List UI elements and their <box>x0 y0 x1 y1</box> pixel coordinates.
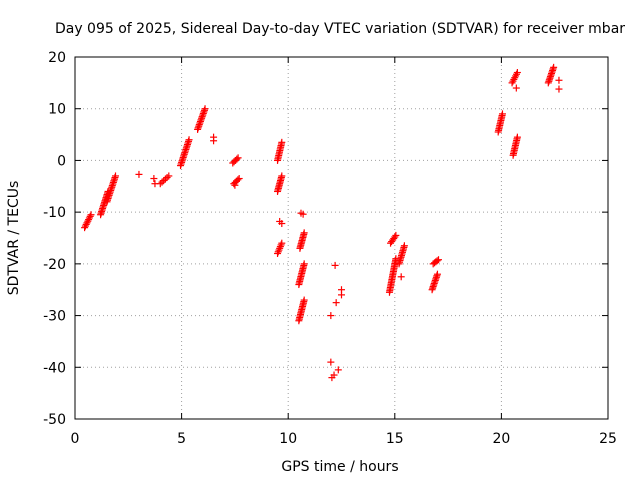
data-point <box>277 241 285 249</box>
data-point <box>235 175 243 183</box>
data-point <box>300 296 308 304</box>
data-point <box>392 231 400 239</box>
data-point <box>334 366 342 374</box>
data-point <box>82 220 90 228</box>
data-point <box>85 214 93 222</box>
x-tick-label: 20 <box>492 431 510 447</box>
y-tick-label: 0 <box>57 153 66 169</box>
data-point <box>433 270 441 278</box>
data-point <box>327 358 335 366</box>
data-point <box>233 155 241 163</box>
data-point <box>513 133 521 141</box>
data-point <box>274 248 282 256</box>
data-point <box>112 172 120 180</box>
data-point <box>135 170 143 178</box>
x-tick-label: 25 <box>599 431 617 447</box>
data-point <box>513 69 521 77</box>
data-point <box>83 219 91 227</box>
data-point <box>433 257 441 265</box>
y-tick-label: 20 <box>48 50 66 66</box>
data-point <box>278 138 286 146</box>
data-point <box>397 273 405 281</box>
data-point <box>327 312 335 320</box>
x-axis-label: GPS time / hours <box>281 459 398 475</box>
data-point <box>185 136 193 144</box>
data-point <box>151 180 159 188</box>
x-tick-label: 0 <box>71 431 80 447</box>
data-point <box>163 173 171 181</box>
data-point <box>498 110 506 118</box>
data-point <box>210 137 218 145</box>
y-tick-label: -20 <box>43 257 66 273</box>
data-point <box>160 177 168 185</box>
plot-frame <box>74 56 609 420</box>
data-point <box>512 84 520 92</box>
data-point <box>234 154 242 162</box>
data-point <box>278 220 286 228</box>
data-point <box>332 299 340 307</box>
y-tick-label: -10 <box>43 205 66 221</box>
data-point <box>85 216 93 224</box>
data-point <box>391 233 399 241</box>
data-point <box>435 256 443 264</box>
data-point <box>234 176 242 184</box>
data-point <box>338 291 345 299</box>
y-tick-label: 10 <box>48 102 66 118</box>
data-point <box>150 175 158 183</box>
data-point <box>81 224 89 232</box>
data-point <box>300 229 308 237</box>
data-point <box>275 246 283 254</box>
data-point <box>330 371 338 379</box>
data-point <box>276 243 284 251</box>
data-point <box>278 239 286 247</box>
data-point <box>550 63 558 71</box>
data-point <box>300 260 308 268</box>
data-point <box>81 222 89 230</box>
data-point <box>201 105 209 113</box>
data-point <box>161 175 169 183</box>
data-point <box>231 181 239 189</box>
grid <box>75 57 608 419</box>
y-axis-label: SDTVAR / TECUs <box>6 181 22 296</box>
data-point <box>158 178 166 186</box>
data-point <box>84 217 92 225</box>
data-point <box>87 211 95 219</box>
x-tick-label: 5 <box>177 431 186 447</box>
data-points <box>81 63 563 382</box>
y-tick-label: -50 <box>43 412 66 428</box>
y-tick-label: -40 <box>43 360 66 376</box>
data-point <box>555 76 563 84</box>
x-tick-label: 15 <box>386 431 404 447</box>
data-point <box>400 242 408 250</box>
data-point <box>555 85 563 93</box>
data-point <box>331 261 339 269</box>
data-point <box>86 212 94 220</box>
y-tick-label: -30 <box>43 309 66 325</box>
data-point <box>165 172 173 180</box>
data-point <box>513 70 521 78</box>
chart-title: Day 095 of 2025, Sidereal Day-to-day VTE… <box>55 21 625 37</box>
x-tick-label: 10 <box>279 431 297 447</box>
data-point <box>274 250 282 258</box>
data-point <box>299 210 307 218</box>
data-point <box>276 244 284 252</box>
data-point <box>278 172 286 180</box>
axis-ticks: 0 5 10 15 20 25 -50 -40 -30 -20 -10 0 10 20 <box>43 50 617 447</box>
